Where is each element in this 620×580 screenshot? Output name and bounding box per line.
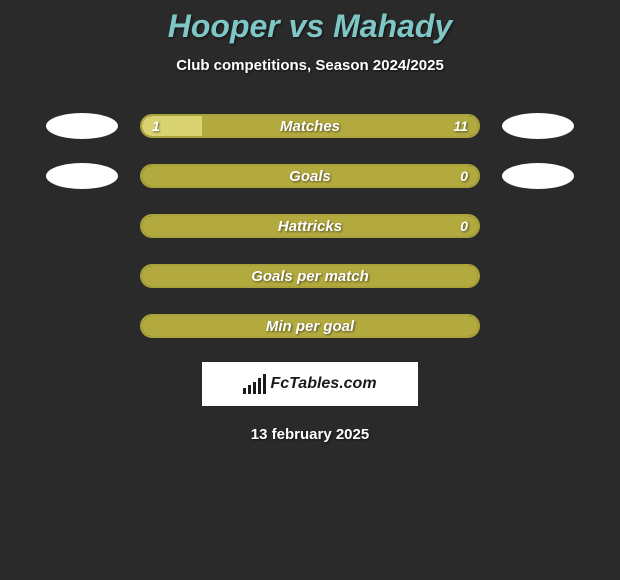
team-logo-icon [46,163,118,189]
stat-bar: Min per goal [140,314,480,338]
page-title: Hooper vs Mahady [0,8,620,45]
right-logo-slot [498,112,578,140]
stat-label: Min per goal [142,318,478,335]
stat-row: Matches111 [0,112,620,140]
date-label: 13 february 2025 [0,426,620,443]
brand-text: FcTables.com [270,375,376,393]
right-logo-slot [498,312,578,340]
left-logo-slot [42,312,122,340]
right-logo-slot [498,162,578,190]
team-logo-icon [502,163,574,189]
left-logo-slot [42,112,122,140]
stat-label: Goals per match [142,268,478,285]
right-logo-slot [498,212,578,240]
stat-row: Hattricks0 [0,212,620,240]
left-logo-slot [42,162,122,190]
brand-logo[interactable]: FcTables.com [202,362,418,406]
stat-bar: Matches111 [140,114,480,138]
stat-value-right: 11 [453,118,468,134]
stat-row: Min per goal [0,312,620,340]
team-logo-icon [502,113,574,139]
team-logo-icon [46,113,118,139]
stat-bar: Goals per match [140,264,480,288]
stat-label: Matches [142,118,478,135]
stat-bar: Hattricks0 [140,214,480,238]
stat-bar: Goals0 [140,164,480,188]
brand-bars-icon [243,374,266,394]
stat-rows: Matches111Goals0Hattricks0Goals per matc… [0,112,620,340]
subtitle: Club competitions, Season 2024/2025 [0,57,620,74]
stat-value-right: 0 [460,168,468,184]
left-logo-slot [42,262,122,290]
stat-label: Hattricks [142,218,478,235]
stat-value-right: 0 [460,218,468,234]
stat-row: Goals0 [0,162,620,190]
left-logo-slot [42,212,122,240]
comparison-widget: Hooper vs Mahady Club competitions, Seas… [0,0,620,443]
stat-value-left: 1 [152,118,160,134]
right-logo-slot [498,262,578,290]
stat-label: Goals [142,168,478,185]
stat-row: Goals per match [0,262,620,290]
